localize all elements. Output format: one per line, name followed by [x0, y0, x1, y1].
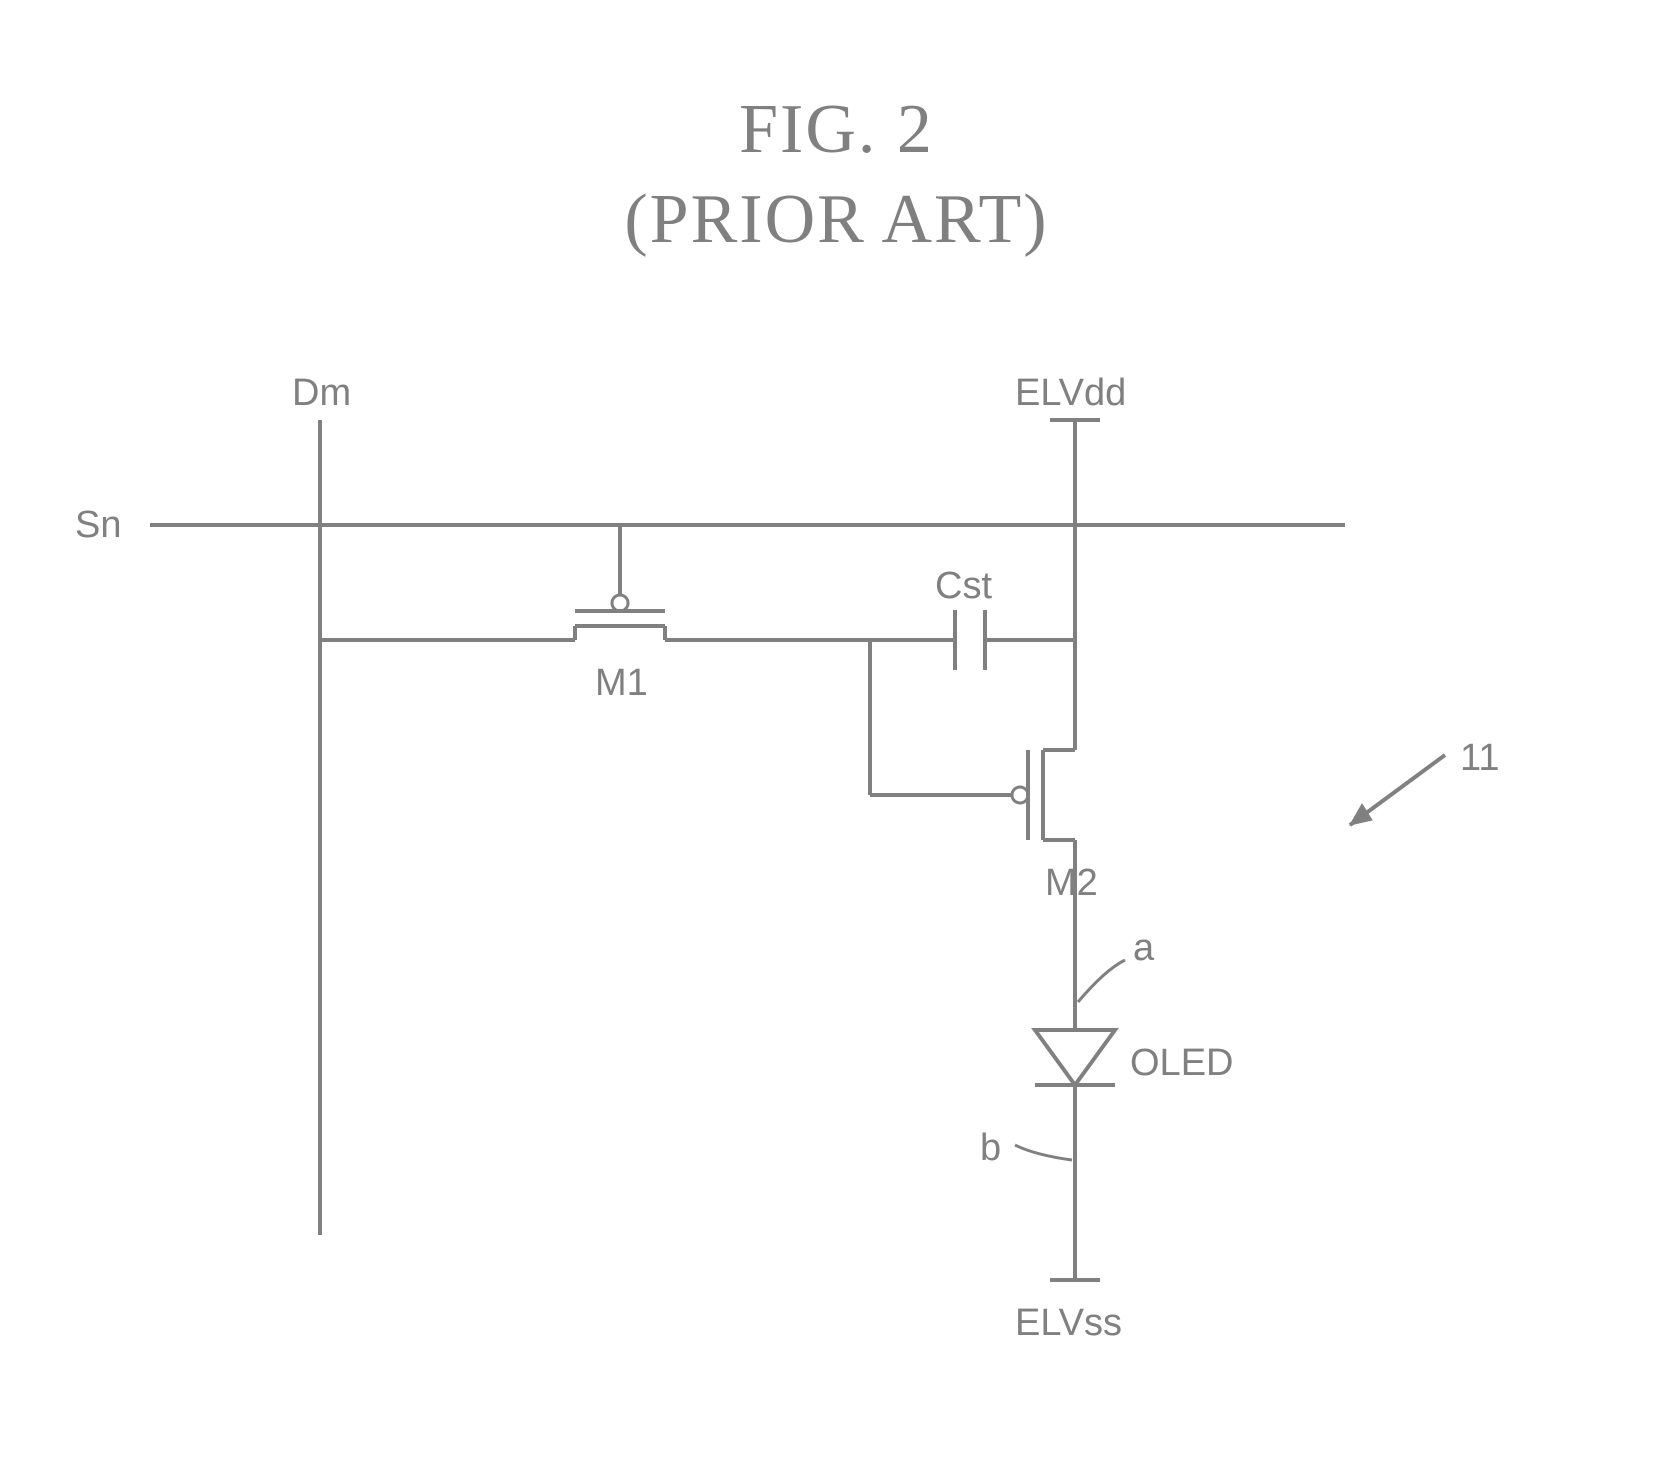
label-elvdd: ELVdd	[1015, 372, 1126, 414]
label-b: b	[980, 1127, 1001, 1169]
leader-b	[1015, 1145, 1072, 1160]
m2-pmos-bubble	[1012, 787, 1028, 803]
oled-triangle	[1035, 1030, 1115, 1085]
label-elvss: ELVss	[1015, 1302, 1122, 1344]
label-ref11: 11	[1460, 737, 1499, 779]
m1-pmos-bubble	[612, 595, 628, 611]
label-oled: OLED	[1130, 1042, 1233, 1084]
ref11-arrowhead	[1350, 804, 1372, 825]
label-a: a	[1133, 927, 1155, 969]
figure-container: FIG. 2 (PRIOR ART) Sn Dm ELVdd M1	[0, 0, 1673, 1467]
circuit-schematic: Sn Dm ELVdd M1 Cst	[0, 0, 1673, 1467]
label-m1: M1	[595, 662, 648, 704]
label-dm: Dm	[292, 372, 351, 414]
label-cst: Cst	[935, 565, 992, 607]
label-m2: M2	[1045, 862, 1098, 904]
label-sn: Sn	[75, 504, 121, 546]
leader-a	[1078, 960, 1125, 1002]
